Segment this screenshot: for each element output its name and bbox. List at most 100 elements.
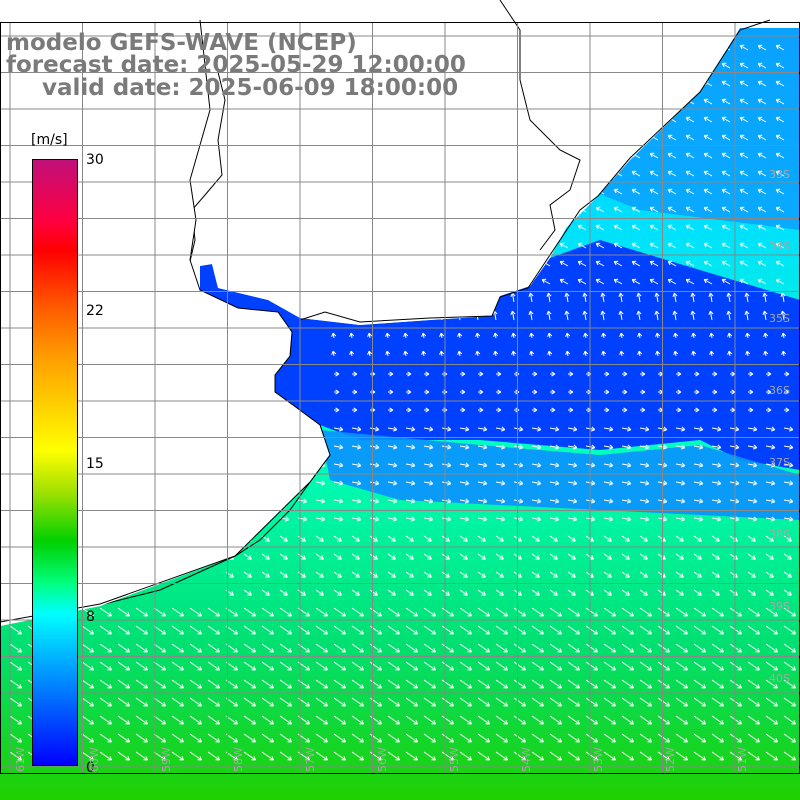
wind-arrow bbox=[405, 607, 418, 617]
wind-arrow-head bbox=[451, 612, 454, 617]
wind-arrow-head bbox=[439, 332, 442, 337]
wind-arrow-head bbox=[479, 409, 484, 413]
wind-arrow bbox=[513, 445, 523, 449]
wind-arrow bbox=[783, 589, 792, 596]
wind-arrow-head bbox=[349, 350, 352, 355]
wind-arrow-head bbox=[91, 756, 94, 761]
wind-arrow bbox=[243, 553, 252, 560]
wind-arrow bbox=[727, 311, 731, 321]
wind-arrow bbox=[727, 293, 731, 303]
wind-arrow-head bbox=[631, 243, 635, 248]
wind-arrow bbox=[459, 535, 468, 542]
wind-arrow bbox=[603, 697, 616, 707]
wind-arrow-head bbox=[713, 373, 718, 377]
wind-arrow-head bbox=[339, 462, 344, 466]
wind-arrow bbox=[423, 445, 433, 449]
wind-arrow bbox=[459, 571, 468, 578]
wind-arrow-head bbox=[681, 591, 684, 596]
wind-arrow-head bbox=[109, 612, 112, 617]
wind-arrow-head bbox=[667, 630, 670, 635]
wind-arrow-head bbox=[739, 243, 743, 248]
wind-arrow-head bbox=[19, 702, 22, 707]
wind-arrow-head bbox=[475, 350, 478, 355]
wind-arrow-head bbox=[753, 429, 758, 432]
wind-arrow-head bbox=[602, 310, 606, 315]
wind-arrow-head bbox=[357, 444, 362, 448]
wind-arrow-head bbox=[785, 373, 790, 377]
wind-arrow bbox=[405, 715, 418, 725]
wind-arrow-head bbox=[289, 612, 292, 617]
wind-arrow-head bbox=[361, 756, 364, 761]
wind-arrow-head bbox=[764, 332, 769, 337]
wind-arrow-head bbox=[91, 720, 94, 725]
wind-arrow bbox=[739, 63, 749, 69]
wind-arrow-head bbox=[735, 426, 740, 430]
wind-arrow-head bbox=[573, 555, 576, 560]
wind-arrow-head bbox=[439, 350, 442, 355]
wind-arrow bbox=[567, 481, 577, 485]
wind-arrow-head bbox=[785, 371, 790, 375]
wind-arrow-head bbox=[717, 480, 722, 484]
wind-arrow-head bbox=[735, 498, 740, 502]
wind-arrow bbox=[243, 751, 256, 761]
wind-arrow bbox=[153, 661, 166, 671]
lon-label: 55W bbox=[448, 747, 461, 772]
wind-arrow-head bbox=[746, 332, 751, 337]
wind-arrow bbox=[477, 679, 490, 689]
wind-arrow-head bbox=[519, 591, 522, 596]
wind-arrow bbox=[387, 607, 400, 617]
wind-arrow-head bbox=[393, 429, 398, 432]
wind-arrow-head bbox=[321, 480, 326, 484]
wind-arrow bbox=[603, 463, 613, 467]
wind-arrow bbox=[243, 625, 256, 635]
wind-arrow bbox=[747, 697, 760, 707]
wind-arrow-head bbox=[749, 409, 754, 413]
wind-arrow-head bbox=[771, 519, 776, 522]
wind-arrow bbox=[189, 625, 202, 635]
wind-arrow-head bbox=[451, 756, 454, 761]
wind-arrow-head bbox=[357, 498, 362, 502]
wind-arrow bbox=[405, 625, 418, 635]
wind-arrow-head bbox=[181, 756, 184, 761]
wind-arrow-head bbox=[591, 498, 596, 502]
wind-arrow-head bbox=[231, 573, 234, 578]
wind-arrow bbox=[405, 445, 415, 449]
wind-arrow bbox=[747, 715, 760, 725]
wind-arrow bbox=[207, 733, 220, 743]
wind-arrow-head bbox=[447, 483, 452, 486]
wind-arrow-head bbox=[613, 738, 616, 743]
wind-arrow-head bbox=[519, 516, 524, 520]
wind-arrow-head bbox=[537, 555, 540, 560]
wind-arrow-head bbox=[731, 409, 736, 413]
wind-arrow bbox=[549, 445, 559, 449]
wind-arrow-head bbox=[577, 279, 581, 284]
wind-arrow-head bbox=[771, 591, 774, 596]
wind-arrow-head bbox=[775, 63, 779, 68]
wind-arrow-head bbox=[91, 738, 94, 743]
wind-arrow bbox=[783, 643, 796, 653]
wind-arrow-head bbox=[703, 135, 707, 140]
wind-arrow-head bbox=[551, 409, 556, 413]
wind-arrow-head bbox=[727, 332, 730, 337]
wind-arrow-head bbox=[335, 407, 340, 411]
wind-arrow-head bbox=[335, 389, 340, 393]
wind-arrow bbox=[135, 715, 148, 725]
wind-arrow-head bbox=[695, 409, 700, 413]
wind-arrow-head bbox=[339, 498, 344, 502]
wind-arrow bbox=[207, 751, 220, 761]
wind-arrow-head bbox=[739, 756, 742, 761]
wind-arrow bbox=[763, 311, 767, 321]
wind-arrow-head bbox=[685, 243, 689, 248]
wind-arrow-head bbox=[739, 189, 743, 194]
wind-arrow bbox=[621, 463, 631, 467]
wind-arrow-head bbox=[713, 389, 718, 393]
wind-arrow-head bbox=[757, 279, 761, 284]
wind-arrow bbox=[333, 481, 343, 485]
plata-estuary bbox=[200, 240, 800, 470]
wind-arrow bbox=[279, 607, 292, 617]
wind-arrow-head bbox=[501, 555, 504, 560]
wind-arrow-head bbox=[771, 483, 776, 486]
wind-arrow-head bbox=[529, 332, 532, 337]
wind-arrow bbox=[649, 261, 659, 267]
